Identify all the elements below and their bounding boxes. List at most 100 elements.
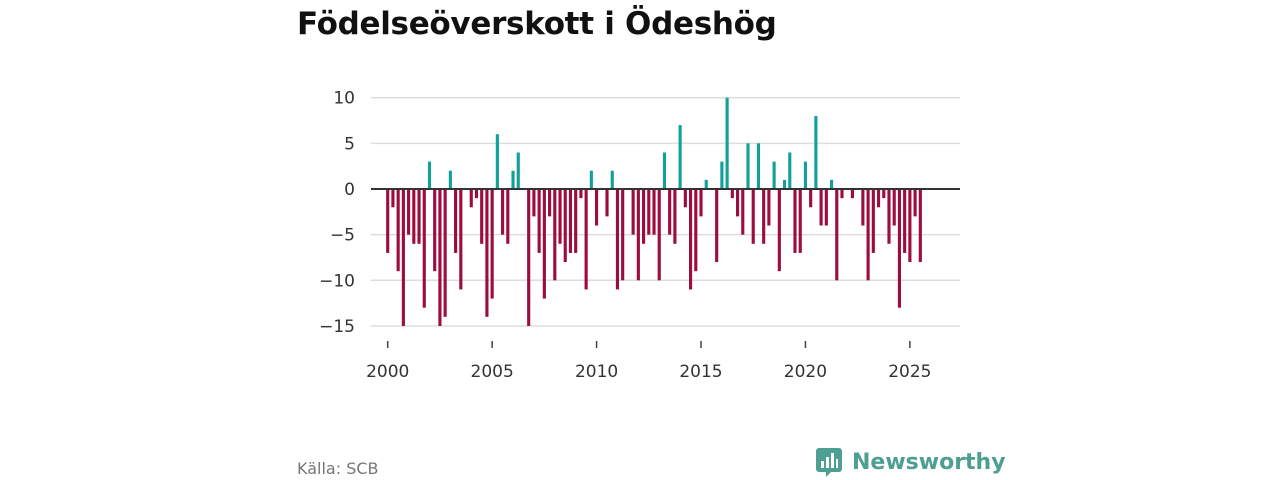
bar [809, 189, 813, 208]
bar [819, 189, 823, 226]
bar [642, 189, 646, 244]
bar [636, 189, 640, 281]
bar [782, 179, 787, 189]
bar [459, 189, 463, 290]
bar [688, 189, 693, 290]
bar [762, 189, 766, 244]
source-label: Källa: SCB [297, 459, 379, 478]
bar [678, 125, 682, 189]
bar [391, 189, 395, 208]
bar [433, 189, 437, 272]
bar [850, 189, 855, 199]
bar [469, 189, 473, 208]
bar [537, 189, 541, 253]
bar [876, 189, 881, 208]
bar [835, 189, 839, 281]
bar [454, 189, 458, 253]
bar [657, 189, 661, 281]
x-tick-label: 2015 [679, 362, 722, 382]
bar [668, 189, 672, 235]
bar [866, 189, 870, 281]
bar [490, 189, 494, 299]
bar [448, 170, 452, 189]
bar [568, 189, 573, 253]
bar [861, 189, 865, 226]
bar [793, 189, 797, 253]
bar [417, 189, 421, 244]
bar-chart-bubble-icon [816, 448, 842, 477]
y-tick-label: 10 [333, 89, 355, 109]
bar [871, 189, 875, 253]
bar [574, 189, 578, 253]
bar [772, 161, 776, 189]
bar [438, 189, 442, 326]
bar [474, 189, 479, 199]
bar [887, 189, 891, 244]
bar [803, 161, 808, 189]
bar [605, 189, 609, 217]
bar [527, 189, 531, 326]
bar [610, 170, 614, 189]
bar [897, 189, 901, 308]
bar [699, 189, 703, 217]
y-tick-label: 5 [344, 134, 355, 154]
bar [495, 134, 499, 189]
bar [407, 189, 411, 235]
y-tick-label: −5 [330, 226, 355, 246]
bar [501, 189, 505, 235]
bar [756, 143, 761, 189]
bar [615, 189, 620, 290]
bar [720, 161, 724, 189]
bar [516, 152, 520, 189]
bar [704, 179, 708, 189]
bar [882, 189, 886, 199]
bar [824, 189, 828, 226]
bar [725, 97, 729, 189]
bar [840, 189, 844, 199]
bar [730, 189, 734, 199]
x-tick-label: 2005 [471, 362, 514, 382]
bar [788, 152, 792, 189]
bar [631, 189, 635, 235]
bar [652, 189, 656, 235]
bar [485, 189, 489, 317]
bar [558, 189, 562, 244]
y-tick-label: 0 [344, 180, 355, 200]
bar [621, 189, 625, 281]
chart-title: Födelseöverskott i Ödeshög [297, 6, 777, 42]
bar [563, 189, 567, 263]
bar [892, 189, 896, 226]
x-tick-label: 2010 [575, 362, 618, 382]
bar [903, 189, 907, 253]
bar [542, 189, 546, 299]
y-tick-label: −10 [319, 271, 355, 291]
bar [767, 189, 771, 226]
x-tick-label: 2000 [366, 362, 409, 382]
bar [532, 189, 536, 217]
bar [814, 115, 818, 189]
bar [741, 189, 745, 235]
bar [913, 189, 917, 217]
bar [401, 189, 405, 326]
bar [443, 189, 447, 317]
bar [908, 189, 912, 263]
brand-logo[interactable]: Newsworthy [816, 448, 1006, 477]
bar [683, 189, 687, 208]
bar-chart: 10 5 0 −5 −10 −15 2000 2005 2010 2015 2020 2025 [319, 89, 960, 382]
bar [829, 179, 834, 189]
brand-name: Newsworthy [852, 450, 1006, 475]
bar [798, 189, 802, 253]
bar [647, 189, 651, 235]
bar [751, 189, 755, 244]
bar [412, 189, 416, 244]
bar [662, 152, 667, 189]
y-tick-label: −15 [319, 317, 355, 337]
bar [386, 189, 390, 253]
bar [715, 189, 719, 263]
x-tick-label: 2025 [888, 362, 931, 382]
bar [506, 189, 510, 244]
x-tick-label: 2020 [784, 362, 827, 382]
bar [694, 189, 698, 272]
bar [553, 189, 557, 281]
bar [480, 189, 484, 244]
